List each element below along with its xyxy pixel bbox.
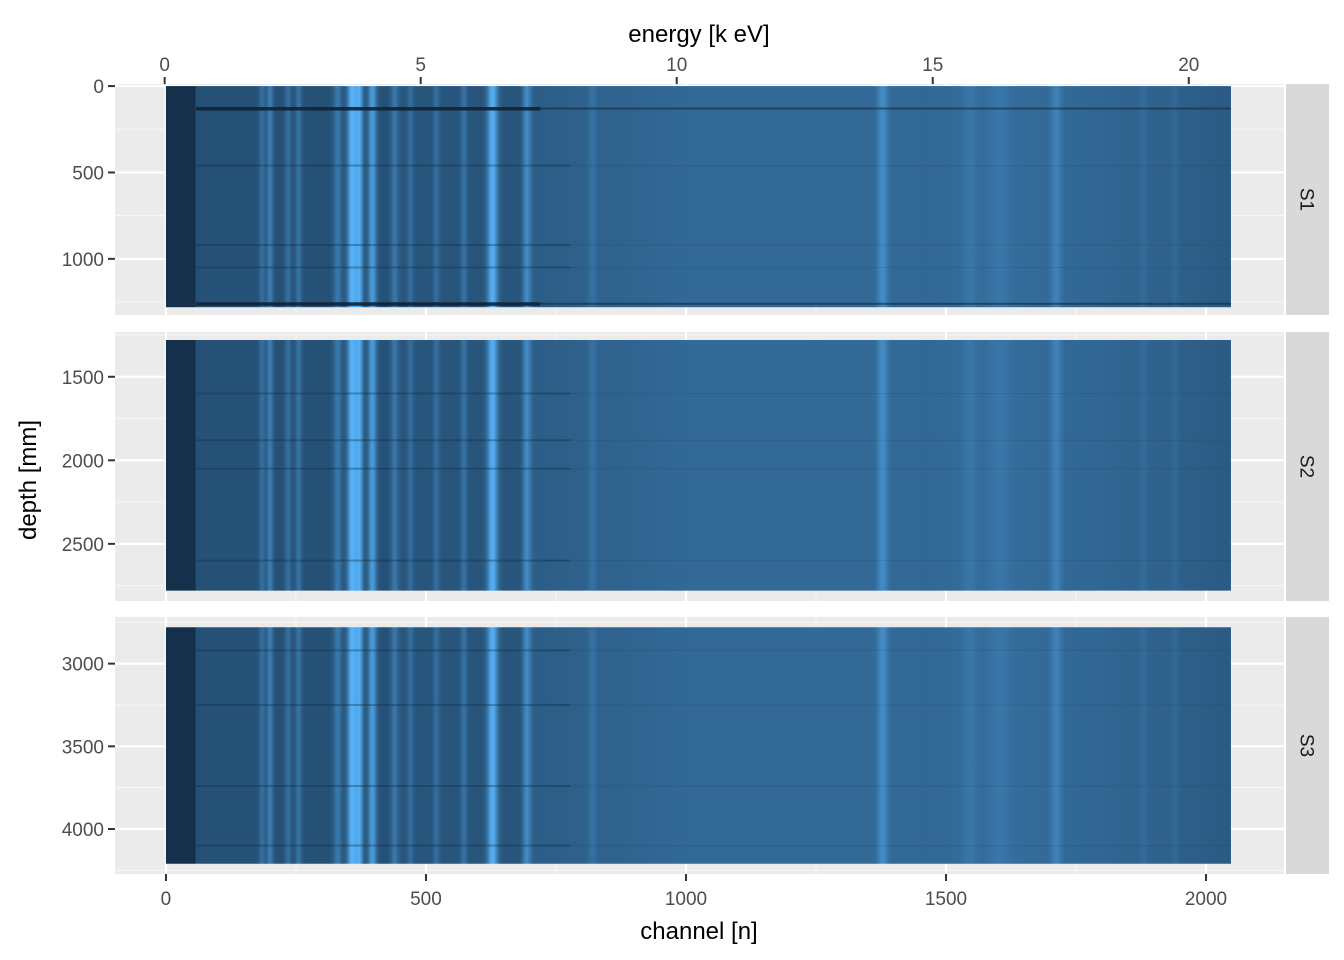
x-top-tick-label: 20 [1178,55,1199,76]
heatmap-row-shade [195,392,571,395]
heatmap-row-shade [540,439,1231,441]
heatmap-row-shade [540,244,1231,246]
x-top-tick-label: 15 [922,55,943,76]
panel-s2: S2 [115,332,1329,601]
heatmap-row-shade [195,244,571,247]
heatmap-anomaly-row [195,107,541,111]
x-bottom-tick-label: 2000 [1185,889,1227,910]
bottom-axis-title: channel [n] [640,918,757,945]
heatmap-row-shade [195,559,571,562]
y-tick-label: 1000 [62,250,104,271]
facet-strip-label: S2 [1296,455,1317,478]
heatmap-row-shade [540,704,1231,706]
heatmap-row-shade [195,266,571,269]
facet-strip [1286,617,1329,874]
y-tick-label: 1500 [62,368,104,389]
x-bottom-tick-label: 0 [161,889,172,910]
heatmap-row-shade [195,703,571,706]
facet-strip [1286,84,1329,315]
heatmap-row-shade [540,560,1231,562]
y-axis-title: depth [mm] [15,420,42,540]
y-tick-label: 0 [93,77,104,98]
heatmap-row-shade [195,467,571,470]
heatmap-row-shade [195,439,571,442]
panels-layer: S1 S2 S3 [115,84,1329,874]
x-top-tick-label: 10 [666,55,687,76]
y-tick-label: 2500 [62,535,104,556]
x-top-tick-label: 0 [159,55,170,76]
y-tick-label: 4000 [62,820,104,841]
panel-s3: S3 [115,617,1329,874]
facet-strip-label: S1 [1296,188,1317,211]
y-tick-label: 500 [72,163,104,184]
heatmap-anomaly-row [540,107,1231,110]
heatmap-tile [165,627,1231,864]
heatmap-anomaly-row [540,302,1231,305]
facet-strip-label: S3 [1296,734,1317,757]
heatmap-row-shade [540,266,1231,268]
heatmap-row-shade [540,165,1231,167]
x-bottom-tick-label: 500 [410,889,442,910]
heatmap-anomaly-row [195,302,541,306]
axes-layer: 0 500 1000 1500 2000 2500 3000 3500 4000 0 500 1000… [62,55,1227,910]
facet-strip [1286,332,1329,601]
x-bottom-tick-label: 1500 [925,889,967,910]
x-top-tick-label: 5 [415,55,426,76]
heatmap-tile [165,86,1231,308]
heatmap-row-shade [540,468,1231,470]
heatmap-row-shade [195,844,571,847]
heatmap-row-shade [540,392,1231,394]
y-tick-label: 3500 [62,737,104,758]
heatmap-row-shade [540,845,1231,847]
y-tick-label: 2000 [62,451,104,472]
heatmap-row-shade [195,785,571,788]
y-tick-label: 3000 [62,655,104,676]
heatmap-row-shade [540,785,1231,787]
heatmap-row-shade [540,649,1231,651]
heatmap-tile [165,340,1231,591]
top-axis-title: energy [k eV] [628,21,769,48]
panel-s1: S1 [115,84,1329,315]
x-bottom-tick-label: 1000 [665,889,707,910]
heatmap-row-shade [195,164,571,167]
heatmap-row-shade [195,649,571,652]
